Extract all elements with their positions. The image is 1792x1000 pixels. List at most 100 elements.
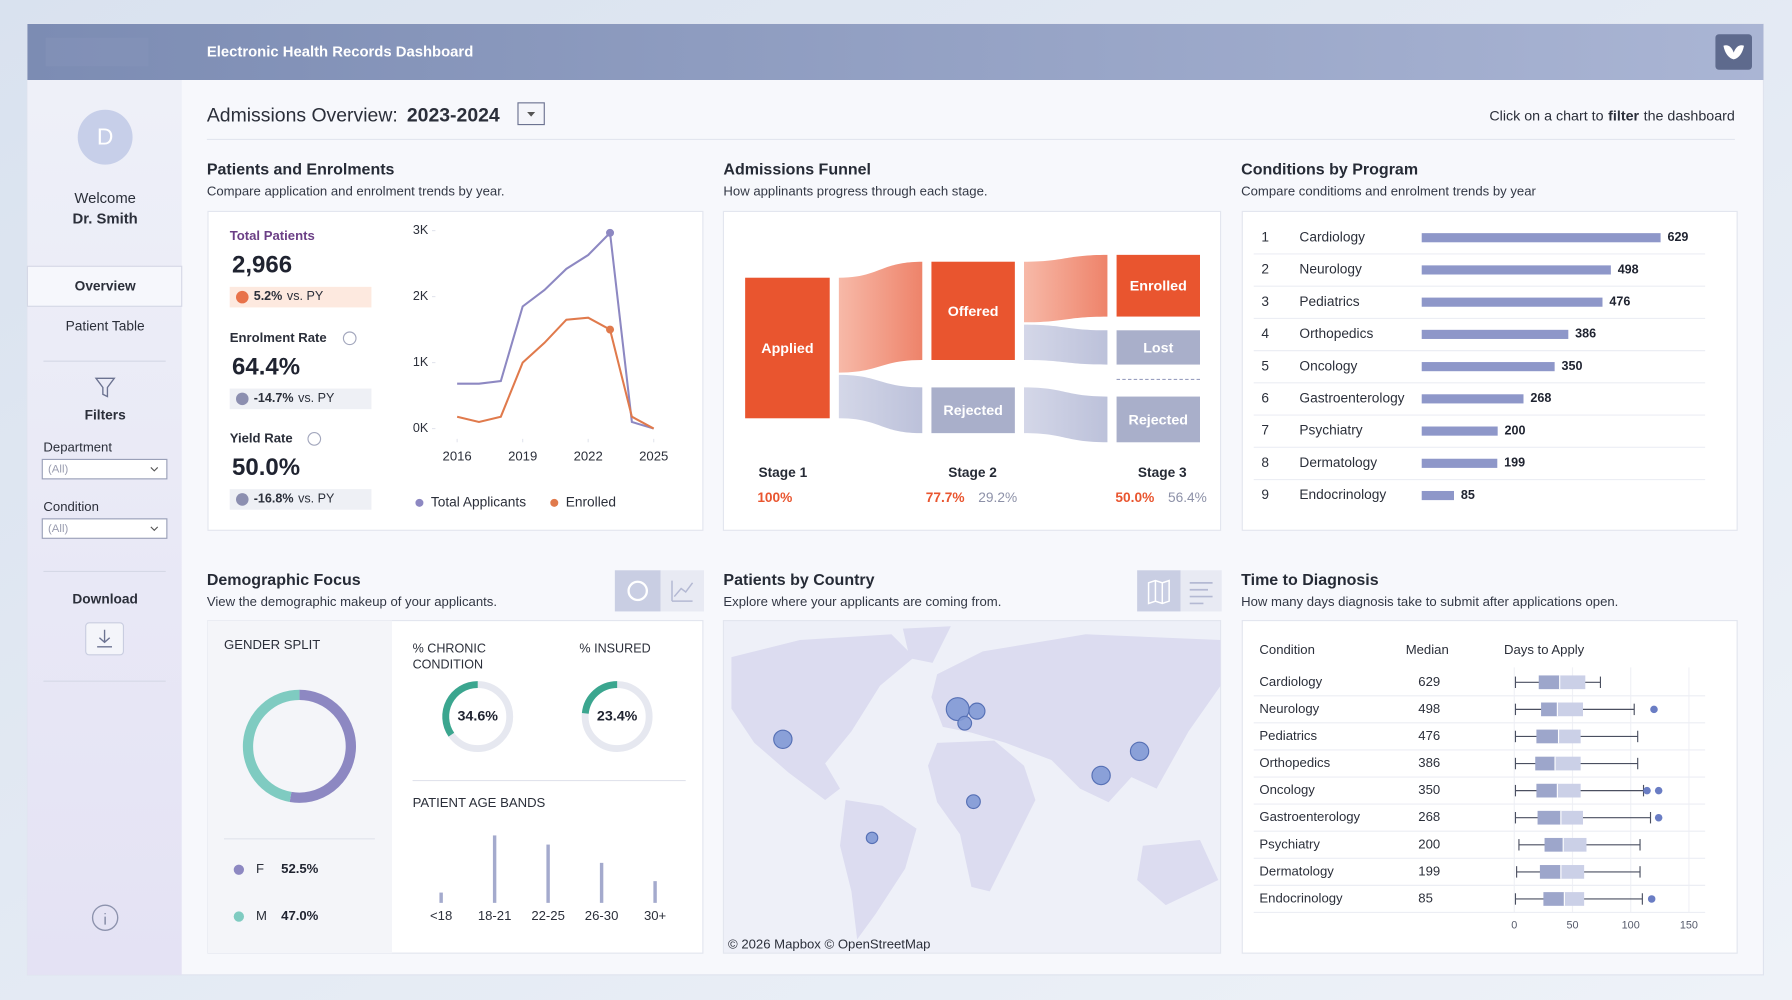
kpi-change-basis: vs. PY: [298, 391, 335, 405]
section-label: GENDER SPLIT: [224, 637, 320, 652]
bar[interactable]: [1421, 329, 1569, 339]
y-tick-label: 1K: [413, 355, 429, 369]
overview-period: 2023-2024: [407, 105, 500, 127]
panel-subtitle: Explore where your applicants are coming…: [723, 594, 1001, 609]
bar[interactable]: [1421, 265, 1611, 275]
condition-name: Pediatrics: [1299, 294, 1359, 309]
toggle-bars[interactable]: [1180, 570, 1222, 612]
gauge-title: % INSURED: [579, 642, 651, 656]
condition-name: Gastroenterology: [1259, 809, 1360, 824]
kpi-change-pill: [229, 286, 372, 308]
panel-title: Admissions Funnel: [723, 162, 871, 179]
panel-subtitle: Compare conditioms and enrolment trends …: [1241, 183, 1536, 198]
map-bubble[interactable]: [968, 702, 986, 720]
median-value: 268: [1418, 809, 1440, 824]
bar[interactable]: [1421, 362, 1555, 372]
bar[interactable]: [1421, 297, 1603, 307]
map-bubble[interactable]: [1129, 741, 1150, 762]
funnel-node[interactable]: [745, 277, 830, 419]
median-value: 498: [1418, 701, 1440, 716]
gauge-title-box: % INSURED: [579, 642, 651, 656]
map-bubble[interactable]: [865, 831, 879, 845]
panel-title: Demographic Focus: [207, 572, 361, 589]
line-series: [456, 316, 655, 430]
donut-segment[interactable]: [289, 689, 356, 803]
funnel-node[interactable]: [931, 261, 1015, 360]
bar[interactable]: [1421, 458, 1498, 468]
box-upper: [1560, 810, 1583, 825]
y-tick-label: 3K: [413, 223, 429, 237]
funnel-node-label: Applied: [761, 341, 813, 357]
legend-label: Total Applicants: [431, 494, 526, 509]
outlier: [1654, 786, 1663, 795]
x-tick-label: 2025: [639, 449, 668, 464]
nav-item[interactable]: Overview: [75, 278, 136, 293]
legend-swatch: [550, 498, 559, 507]
bar-value: 498: [1618, 262, 1639, 276]
kpi-value: 2,966: [232, 252, 292, 279]
box-lower: [1539, 865, 1561, 879]
age-bar[interactable]: [653, 881, 657, 903]
avatar: [77, 109, 133, 165]
map-bubble[interactable]: [773, 729, 793, 750]
filter-value: (All): [48, 523, 68, 535]
box-lower: [1537, 810, 1561, 825]
toggle-donut[interactable]: [614, 570, 661, 612]
toggle-map[interactable]: [1137, 570, 1181, 612]
condition-name: Psychiatry: [1259, 836, 1320, 851]
funnel-node[interactable]: [1116, 396, 1200, 443]
bar[interactable]: [1421, 394, 1524, 404]
filter-select[interactable]: [41, 518, 168, 539]
nav-item[interactable]: Patient Table: [66, 318, 145, 333]
kpi-change-value: -14.7%: [254, 391, 294, 405]
bar[interactable]: [1421, 426, 1498, 436]
condition-name: Dermatology: [1299, 455, 1377, 470]
kpi-label: Total Patients: [230, 228, 315, 243]
filter-select[interactable]: [41, 458, 168, 480]
donut-segment[interactable]: [242, 689, 300, 803]
gauge-value: 23.4%: [597, 708, 638, 724]
toggle-line[interactable]: [660, 570, 704, 612]
legend-swatch: [233, 911, 244, 922]
condition-name: Neurology: [1299, 262, 1362, 277]
bar[interactable]: [1421, 490, 1454, 501]
map-bubble[interactable]: [1091, 765, 1111, 786]
median-value: 476: [1418, 728, 1440, 743]
box-upper: [1558, 729, 1581, 744]
map-bubble[interactable]: [966, 794, 981, 810]
box-upper: [1564, 892, 1585, 906]
bar-value: 199: [1504, 456, 1525, 470]
chevron: [150, 467, 159, 472]
age-bar[interactable]: [599, 862, 604, 903]
stage-label: Stage 2: [948, 465, 997, 480]
continent: [928, 740, 1036, 892]
flow-band: [838, 261, 923, 373]
panel-subtitle: How many days diagnosis take to submit a…: [1241, 594, 1618, 609]
kpi-value: 50.0%: [232, 454, 300, 481]
header-icon[interactable]: [1715, 34, 1752, 70]
box-upper: [1557, 702, 1583, 717]
bar[interactable]: [1421, 233, 1661, 243]
box-upper: [1563, 837, 1587, 852]
box-lower: [1541, 702, 1558, 717]
flow-band: [1024, 324, 1108, 365]
stage-rate: 100%: [757, 490, 792, 505]
age-bar[interactable]: [492, 835, 497, 903]
age-bar[interactable]: [546, 844, 550, 903]
info-button[interactable]: [91, 904, 119, 931]
chevron: [150, 526, 159, 532]
line-icon: [671, 580, 694, 602]
stage-label: Stage 3: [1138, 465, 1187, 480]
x-tick-label: 2019: [508, 449, 537, 464]
funnel-node[interactable]: [1116, 330, 1200, 365]
funnel-node[interactable]: [1116, 254, 1200, 317]
age-bar[interactable]: [439, 892, 443, 903]
median-value: 350: [1418, 782, 1440, 797]
condition-name: Oncology: [1299, 358, 1357, 373]
map-bubble[interactable]: [957, 715, 973, 731]
kpi-change-icon: [236, 493, 249, 506]
kpi-change: 5.2% vs. PY: [254, 289, 324, 303]
box-lower: [1535, 756, 1556, 771]
funnel-node[interactable]: [931, 387, 1015, 434]
condition-name: Gastroenterology: [1299, 390, 1404, 405]
